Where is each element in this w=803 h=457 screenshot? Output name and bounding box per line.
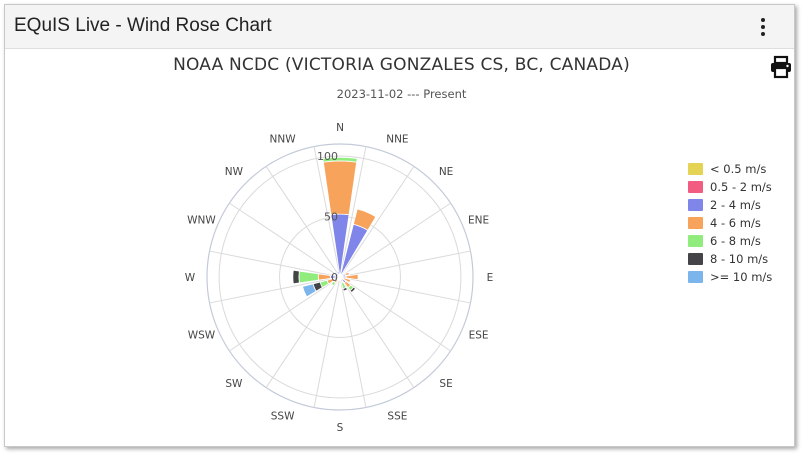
rose-sector-e-series-3 [345,273,359,281]
chart-legend: < 0.5 m/s 0.5 - 2 m/s 2 - 4 m/s 4 - 6 m/s 6 … [688,160,772,286]
direction-label-sse: SSE [387,411,407,423]
direction-label-ese: ESE [469,329,489,341]
rose-sector-wsw-series-6 [302,283,317,298]
legend-item[interactable]: 6 - 8 m/s [688,232,772,250]
legend-swatch [688,217,703,229]
grid-spoke [339,146,367,278]
legend-swatch [688,253,703,265]
rose-sector-w-series-5 [292,269,300,285]
direction-label-nw: NW [225,166,244,178]
grid-spoke [229,202,341,278]
grid-spoke [339,250,471,278]
app-window: EQuIS Live - Wind Rose Chart [4,4,795,447]
radial-tick-label: 100 [317,150,338,163]
radial-tick-label: 50 [324,211,338,224]
direction-label-w: W [185,272,196,284]
legend-item[interactable]: 0.5 - 2 m/s [688,178,772,196]
grid-spoke [265,276,341,388]
rose-sector-sw-series-4 [330,280,337,287]
legend-label: < 0.5 m/s [710,162,767,176]
legend-label: 0.5 - 2 m/s [710,180,772,194]
title-bar: EQuIS Live - Wind Rose Chart [5,5,794,49]
direction-label-sw: SW [225,378,243,390]
legend-label: 6 - 8 m/s [710,234,761,248]
rose-sector-n-series-3 [322,160,358,216]
grid-spoke [339,276,367,408]
kebab-menu-icon[interactable] [758,16,768,38]
grid-spoke [209,250,341,278]
grid-spoke [209,276,341,304]
legend-swatch [688,181,703,193]
rose-sector-ene-series-3 [344,271,350,276]
chart-subtitle: 2023-11-02 --- Present [336,87,467,101]
grid-spoke [339,276,471,304]
legend-label: 2 - 4 m/s [710,198,761,212]
grid-spoke [313,146,341,278]
legend-swatch [688,163,703,175]
legend-label: 8 - 10 m/s [710,252,769,266]
legend-label: >= 10 m/s [710,270,773,284]
direction-label-s: S [337,422,344,434]
grid-spoke [265,166,341,278]
grid-spoke [339,166,415,278]
direction-label-ne: NE [439,166,454,178]
grid-spoke [313,276,341,408]
rose-sector-ese-series-3 [342,277,352,284]
print-icon[interactable] [769,55,793,79]
direction-label-nne: NNE [386,133,408,145]
rose-sector-nne-series-3 [352,208,377,231]
legend-swatch [688,271,703,283]
radial-tick-label: 0 [331,271,338,284]
grid-circle [218,155,462,399]
direction-label-wsw: WSW [188,329,216,341]
grid-spoke [339,202,451,278]
direction-label-e: E [487,272,494,284]
direction-label-wnw: WNW [187,215,216,227]
grid-circle-outer [206,143,474,411]
grid-spoke [229,276,341,352]
legend-item[interactable]: 4 - 6 m/s [688,214,772,232]
legend-label: 4 - 6 m/s [710,216,761,230]
rose-sector-nnw-series-2 [336,270,341,278]
legend-item[interactable]: < 0.5 m/s [688,160,772,178]
legend-item[interactable]: 2 - 4 m/s [688,196,772,214]
legend-swatch [688,235,703,247]
grid-spoke [339,276,451,352]
legend-swatch [688,199,703,211]
rose-sector-n-series-4 [322,156,358,163]
direction-label-ssw: SSW [271,411,295,423]
app-title: EQuIS Live - Wind Rose Chart [14,15,272,36]
rose-sector-se-series-5 [349,286,357,294]
direction-label-n: N [336,122,344,134]
grid-spoke [339,276,415,388]
legend-item[interactable]: >= 10 m/s [688,268,772,286]
chart-title: NOAA NCDC (VICTORIA GONZALES CS, BC, CAN… [173,55,630,75]
rose-sector-sse-series-5 [342,286,348,292]
direction-label-nnw: NNW [270,133,297,145]
direction-label-ene: ENE [468,215,489,227]
rose-sector-w-series-4 [298,270,319,284]
direction-label-se: SE [439,378,452,390]
legend-item[interactable]: 8 - 10 m/s [688,250,772,268]
